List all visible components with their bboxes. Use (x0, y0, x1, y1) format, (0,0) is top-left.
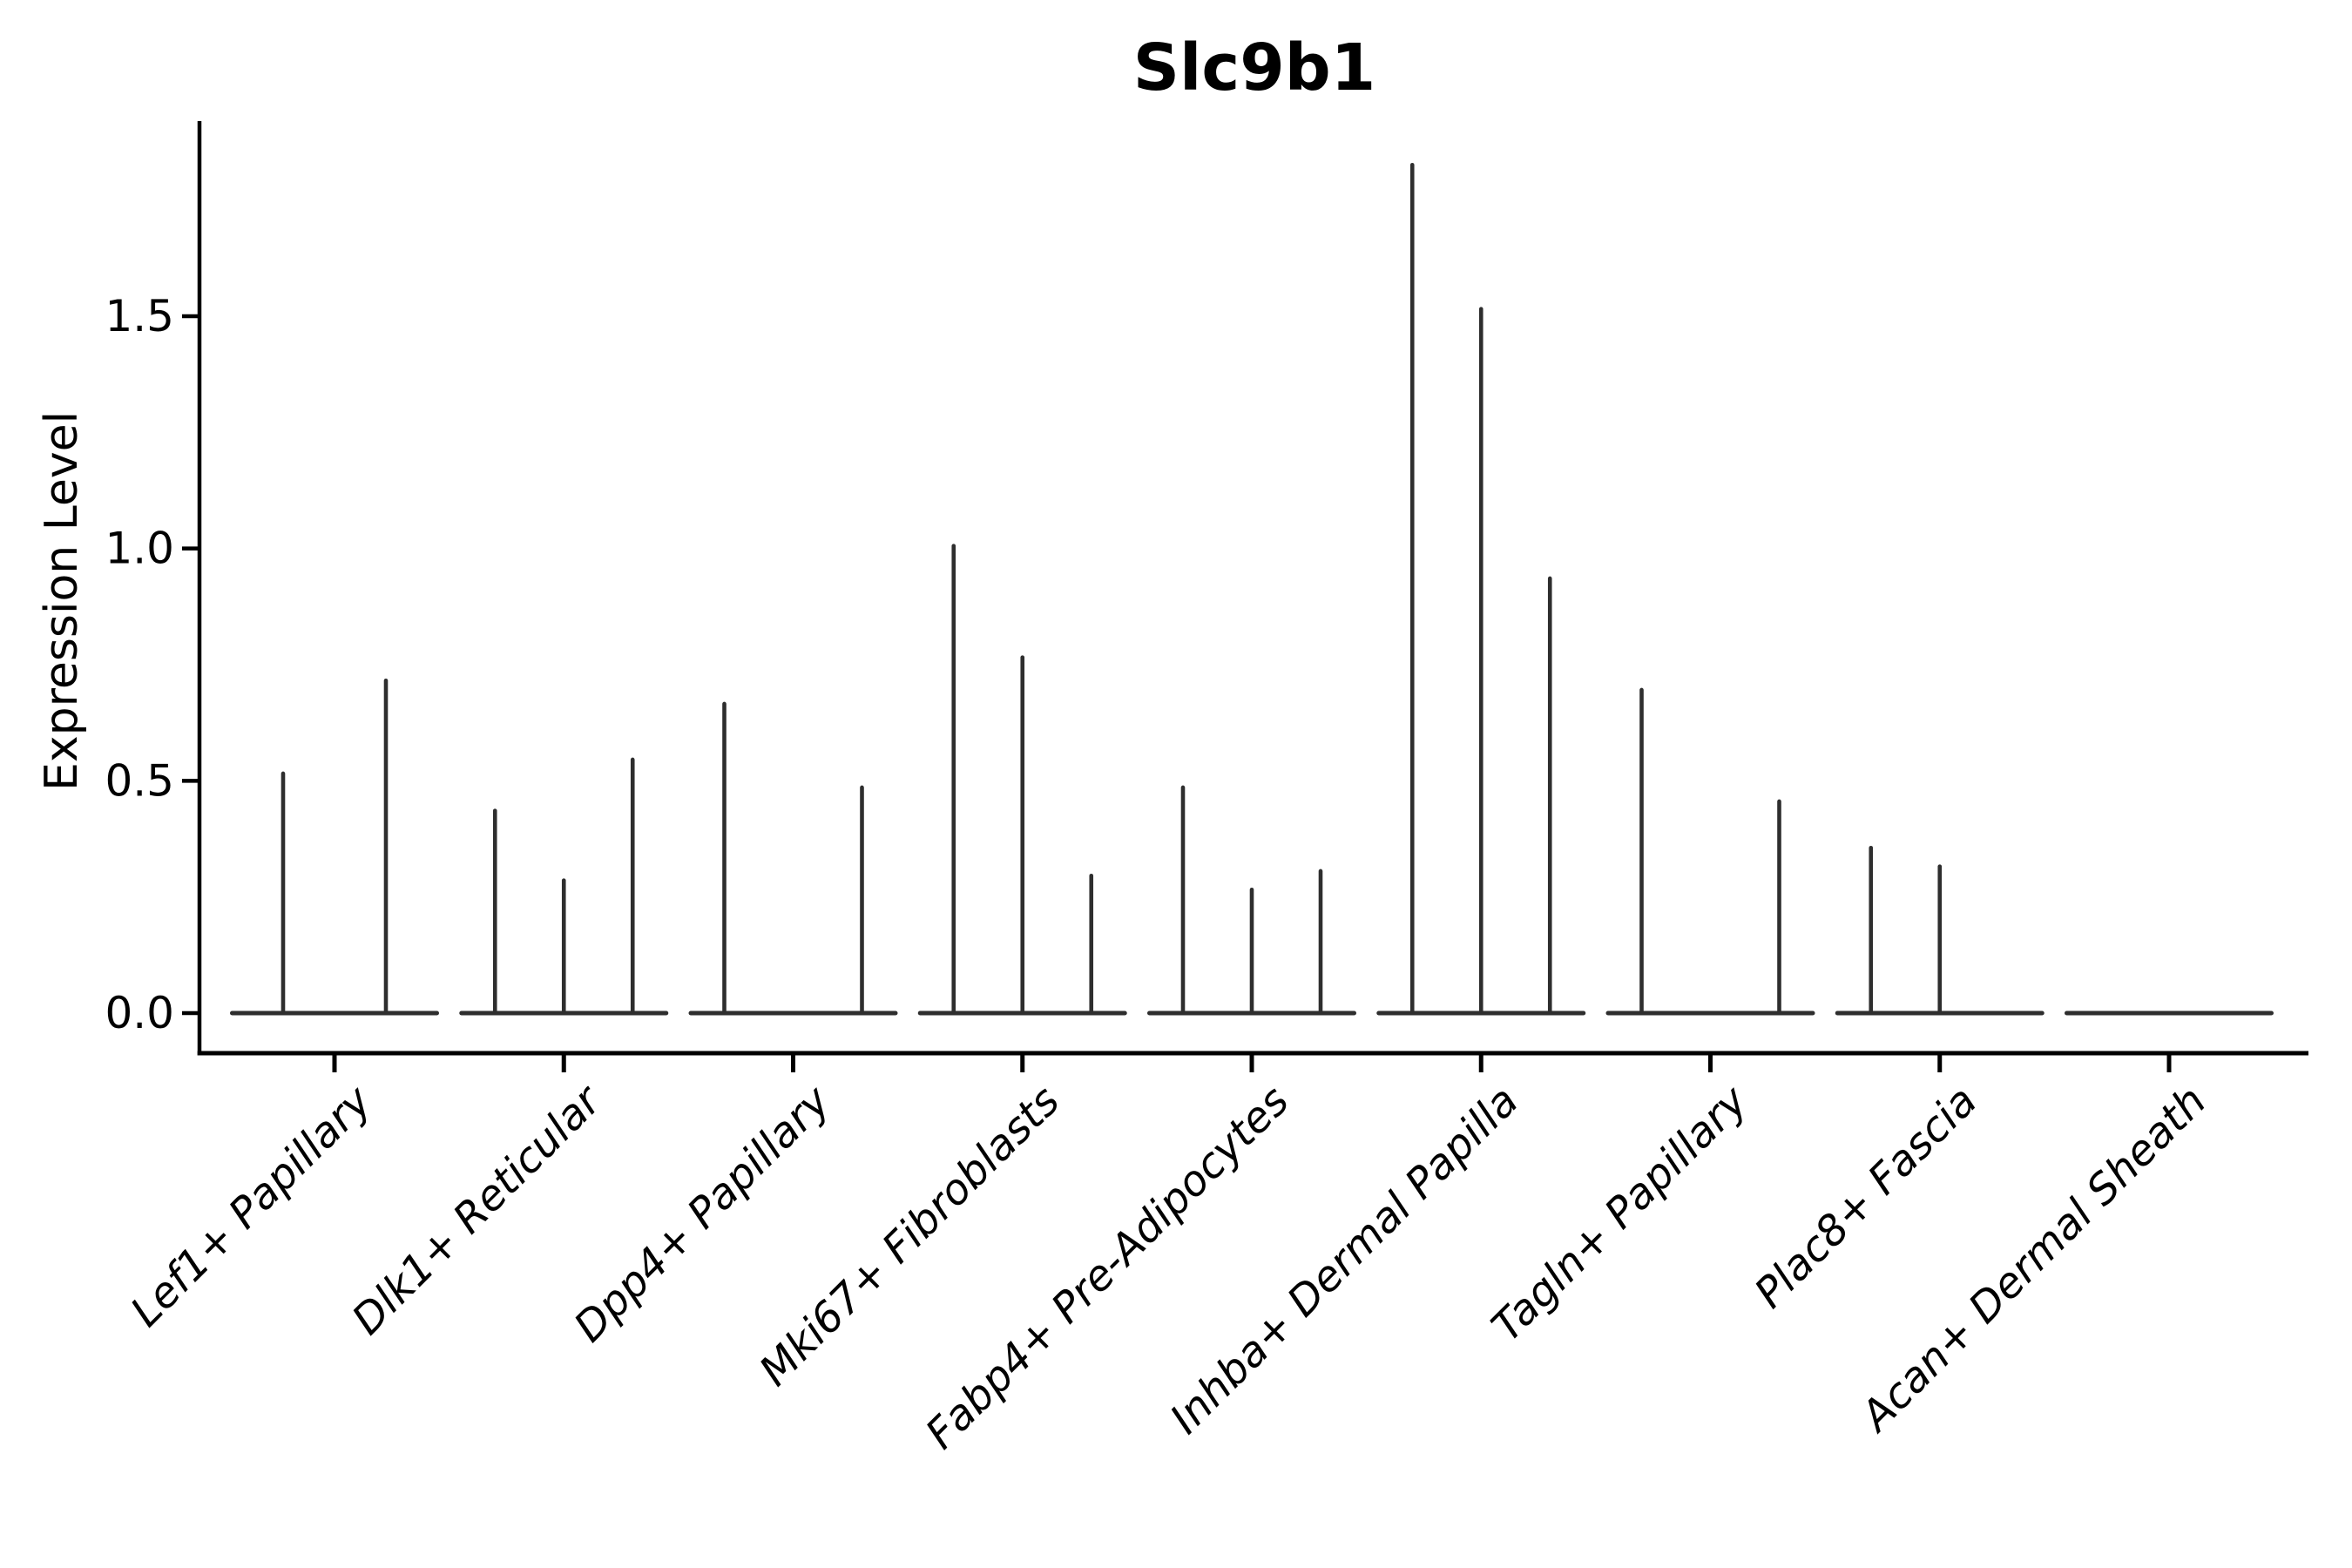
violin-spike (1777, 799, 1781, 1013)
violin-spike (561, 878, 566, 1013)
x-axis-label: Plac8+ Fascia (1746, 1077, 1987, 1318)
x-axis-label: Dlk1+ Reticular (343, 1075, 613, 1345)
violin-spike (860, 785, 864, 1013)
violins (230, 163, 2274, 1016)
violin-baseline (1605, 1010, 1815, 1016)
violin-spike (1089, 874, 1094, 1013)
y-tick-label: 0.0 (105, 988, 174, 1038)
violin-spike (1547, 576, 1552, 1013)
chart-title: Slc9b1 (1133, 30, 1375, 105)
violin-spike (1020, 655, 1025, 1013)
y-axis-ticks: 0.0 0.5 1.0 1.5 (105, 291, 199, 1038)
y-axis-label: Expression Level (36, 411, 88, 791)
x-axis-label: Fabp4+ Pre-Adipocytes (916, 1077, 1299, 1459)
y-tick-label: 1.0 (105, 524, 174, 574)
violin-spike (1937, 864, 1943, 1013)
y-tick-label: 1.5 (105, 291, 174, 341)
x-axis-label: Lef1+ Papillary (121, 1076, 382, 1336)
violin-baseline (688, 1010, 898, 1016)
violin-spike (722, 701, 727, 1013)
violin-baseline (230, 1010, 439, 1016)
violin-spike (280, 771, 286, 1013)
violin-spike (951, 544, 956, 1013)
violin-spike (492, 808, 497, 1013)
violin-spike (1639, 687, 1644, 1013)
violin-baseline (2065, 1010, 2274, 1016)
violin-spike (1478, 307, 1484, 1014)
x-axis-label: Tagln+ Papillary (1483, 1076, 1758, 1351)
violin-spike (383, 679, 389, 1013)
y-tick-label: 0.5 (105, 755, 174, 806)
violin-spike (1869, 846, 1874, 1013)
x-axis-label: Dpp4+ Papillary (564, 1076, 840, 1351)
violin-spike (1318, 868, 1323, 1013)
violin-spike (1180, 785, 1186, 1013)
violin-spike (1249, 888, 1254, 1013)
violin-spike (1409, 163, 1415, 1013)
violin-spike (630, 757, 635, 1013)
